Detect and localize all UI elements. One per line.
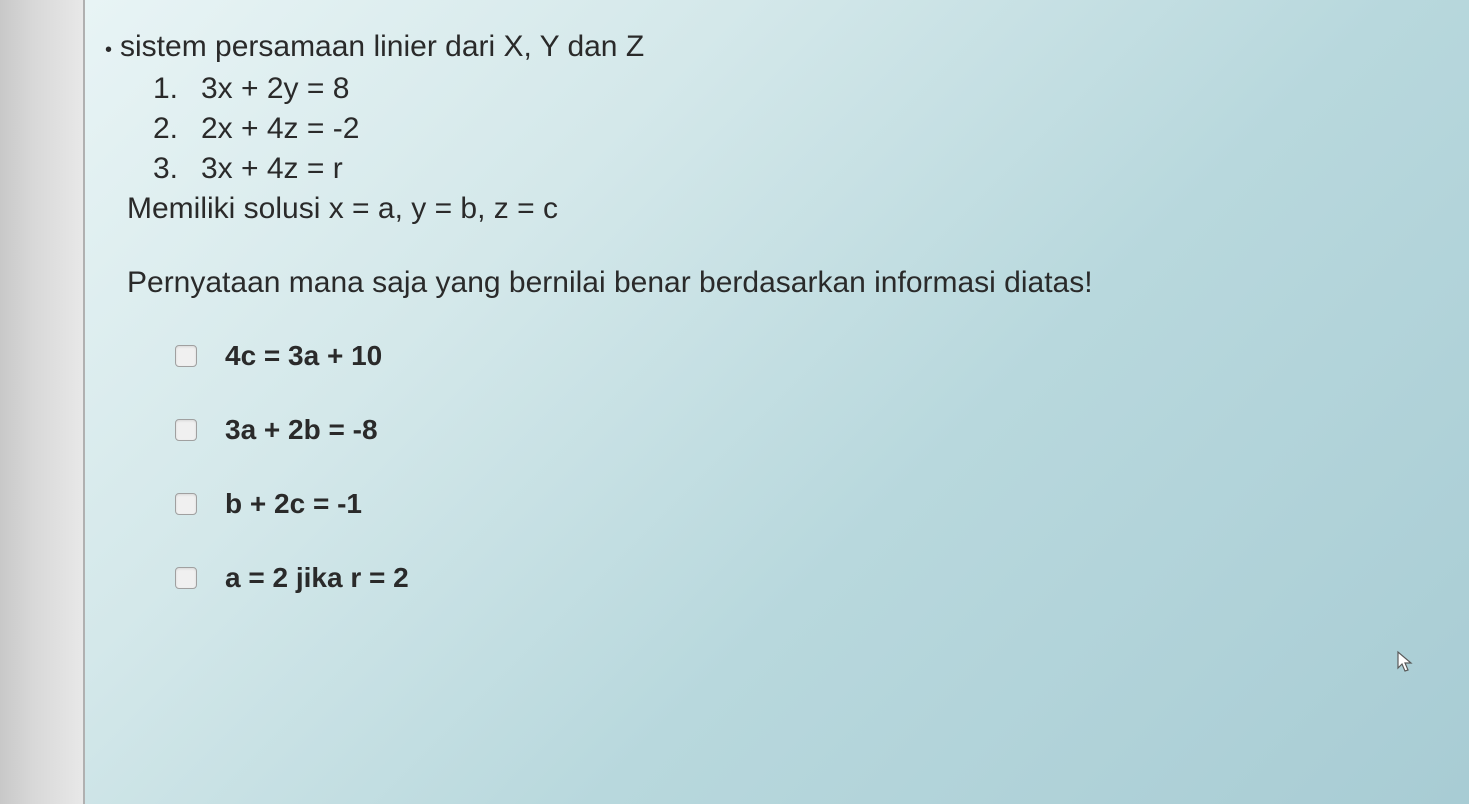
- options-list: 4c = 3a + 10 3a + 2b = -8 b + 2c = -1 a …: [175, 340, 1439, 594]
- option-row[interactable]: a = 2 jika r = 2: [175, 562, 1439, 594]
- equation-expression: 3x + 4z = r: [201, 152, 343, 186]
- question-prompt: Pernyataan mana saja yang bernilai benar…: [127, 266, 1439, 300]
- content-area: • sistem persamaan linier dari X, Y dan …: [85, 0, 1469, 804]
- option-label: a = 2 jika r = 2: [225, 562, 409, 594]
- equation-item: 2. 2x + 4z = -2: [153, 112, 1439, 146]
- equation-expression: 2x + 4z = -2: [201, 112, 359, 146]
- solution-text: Memiliki solusi x = a, y = b, z = c: [127, 192, 1439, 226]
- equation-number: 3.: [153, 152, 201, 186]
- equation-number: 2.: [153, 112, 201, 146]
- page-left-margin: [0, 0, 85, 804]
- bullet-icon: •: [105, 40, 112, 60]
- option-row[interactable]: 3a + 2b = -8: [175, 414, 1439, 446]
- question-title: sistem persamaan linier dari X, Y dan Z: [120, 30, 644, 64]
- option-row[interactable]: b + 2c = -1: [175, 488, 1439, 520]
- equation-list: 1. 3x + 2y = 8 2. 2x + 4z = -2 3. 3x + 4…: [153, 72, 1439, 186]
- option-label: 4c = 3a + 10: [225, 340, 382, 372]
- option-label: 3a + 2b = -8: [225, 414, 378, 446]
- equation-expression: 3x + 2y = 8: [201, 72, 349, 106]
- option-row[interactable]: 4c = 3a + 10: [175, 340, 1439, 372]
- equation-item: 3. 3x + 4z = r: [153, 152, 1439, 186]
- title-row: • sistem persamaan linier dari X, Y dan …: [105, 30, 1439, 64]
- cursor-icon: [1396, 650, 1414, 674]
- checkbox[interactable]: [175, 419, 197, 441]
- checkbox[interactable]: [175, 493, 197, 515]
- equation-number: 1.: [153, 72, 201, 106]
- checkbox[interactable]: [175, 345, 197, 367]
- checkbox[interactable]: [175, 567, 197, 589]
- option-label: b + 2c = -1: [225, 488, 362, 520]
- equation-item: 1. 3x + 2y = 8: [153, 72, 1439, 106]
